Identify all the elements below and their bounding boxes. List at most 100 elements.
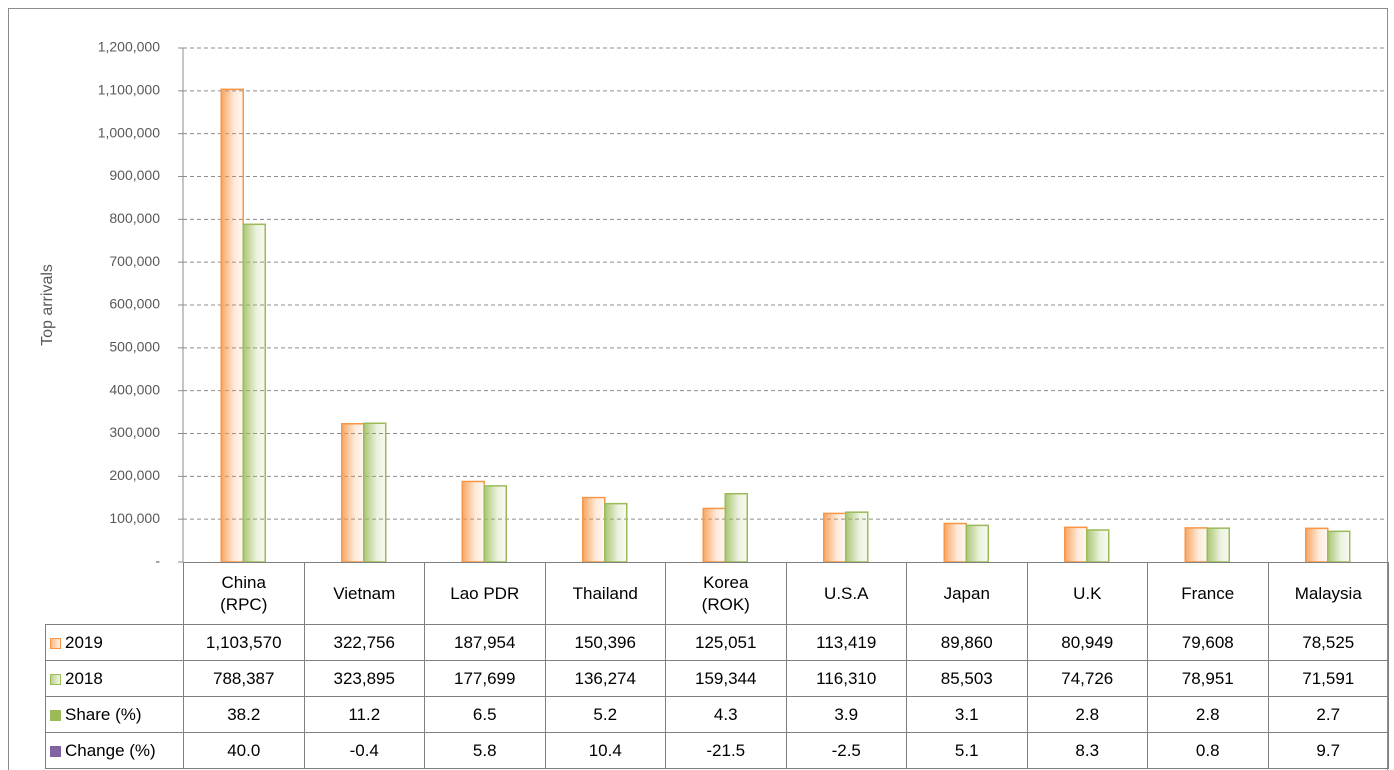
data-table: China (RPC) Vietnam Lao PDR Thailand Korea (… [45,562,1389,769]
category-label: Japan [943,583,990,603]
legend-key [50,709,61,721]
bar [341,423,365,563]
value-cell: 40.0 [183,732,305,769]
bar [1086,529,1110,563]
value-cell: 78,525 [1267,624,1389,661]
row-label: 2018 [45,660,184,697]
y-tick-label: 500,000 [109,339,160,355]
table-header-row: China (RPC) Vietnam Lao PDR Thailand Korea (… [46,562,1389,625]
value-cell: 323,895 [303,660,425,697]
table-row: Change (%) 40.0 -0.4 5.8 10.4 -21.5 -2.5 5.1 8.3… [45,732,1389,769]
value-cell: 79,608 [1147,624,1269,661]
value-cell: 6.5 [424,696,546,733]
value-cell: 2.7 [1267,696,1389,733]
category-cell: Japan [906,562,1028,625]
value-cell: 10.4 [544,732,666,769]
value-cell: 187,954 [424,624,546,661]
category-label: Malaysia [1294,583,1362,603]
legend-key [50,637,61,649]
row-label: Change (%) [45,732,184,769]
value-cell: 9.7 [1267,732,1389,769]
value-cell: 2.8 [1147,696,1269,733]
y-tick-label: 900,000 [109,167,160,183]
y-tick-label: 600,000 [109,296,160,312]
value-cell: 125,051 [665,624,787,661]
legend-text: Share (%) [65,704,142,724]
value-cell: 3.1 [906,696,1028,733]
table-corner [46,563,184,625]
bar [1184,527,1208,563]
value-cell: 78,951 [1147,660,1269,697]
bar [702,507,726,563]
category-cell: Lao PDR [424,562,546,625]
legend-text: 2018 [65,668,103,688]
bar [220,88,244,563]
value-cell: 136,274 [544,660,666,697]
category-label: Lao PDR [450,583,520,603]
value-cell: 5.2 [544,696,666,733]
bar [242,223,266,563]
value-cell: -21.5 [665,732,787,769]
bar [943,522,967,563]
legend-key [50,673,61,685]
y-tick-label: 1,200,000 [98,39,160,55]
row-label: 2019 [45,624,184,661]
category-cell: Malaysia [1267,562,1389,625]
value-cell: 8.3 [1026,732,1148,769]
category-label: Korea (ROK) [701,572,750,614]
legend-text: Change (%) [65,740,156,760]
value-cell: 74,726 [1026,660,1148,697]
category-cell: Thailand [544,562,666,625]
value-cell: 177,699 [424,660,546,697]
value-cell: 788,387 [183,660,305,697]
y-tick-label: 1,000,000 [98,124,160,140]
legend-key [50,745,61,757]
value-cell: 80,949 [1026,624,1148,661]
bar [1327,530,1351,563]
bar [1305,527,1329,563]
y-tick-label: - [155,553,160,569]
category-label: China (RPC) [220,572,268,614]
bar [965,524,989,563]
y-tick-label: 200,000 [109,467,160,483]
bar [1206,527,1230,563]
chart-frame [8,8,1388,770]
y-tick-label: 700,000 [109,253,160,269]
value-cell: 322,756 [303,624,425,661]
value-cell: 71,591 [1267,660,1389,697]
category-label: Thailand [572,583,638,603]
value-cell: 5.1 [906,732,1028,769]
value-cell: 159,344 [665,660,787,697]
table-row: Share (%) 38.2 11.2 6.5 5.2 4.3 3.9 3.1 2.8 2.8 2.… [45,696,1389,733]
y-tick-label: 800,000 [109,210,160,226]
value-cell: 1,103,570 [183,624,305,661]
value-cell: 38.2 [183,696,305,733]
category-label: Vietnam [333,583,396,603]
value-cell: 4.3 [665,696,787,733]
value-cell: -0.4 [303,732,425,769]
category-label: U.S.A [824,583,869,603]
bar [363,422,387,563]
value-cell: 0.8 [1147,732,1269,769]
bar [604,502,628,563]
table-row: 2018 788,387 323,895 177,699 136,274 159,344 1… [45,660,1389,697]
category-cell: U.K [1026,562,1148,625]
bar [823,512,847,563]
row-label: Share (%) [45,696,184,733]
value-cell: 2.8 [1026,696,1148,733]
value-cell: 85,503 [906,660,1028,697]
bar [724,492,748,563]
bar [461,480,485,563]
value-cell: 3.9 [785,696,907,733]
legend-text: 2019 [65,632,103,652]
y-axis-title: Top arrivals [39,264,56,346]
category-cell: China (RPC) [183,562,305,625]
bar [845,511,869,563]
y-tick-label: 400,000 [109,381,160,397]
category-cell: Korea (ROK) [665,562,787,625]
category-label: France [1181,583,1235,603]
value-cell: 5.8 [424,732,546,769]
value-cell: 11.2 [303,696,425,733]
